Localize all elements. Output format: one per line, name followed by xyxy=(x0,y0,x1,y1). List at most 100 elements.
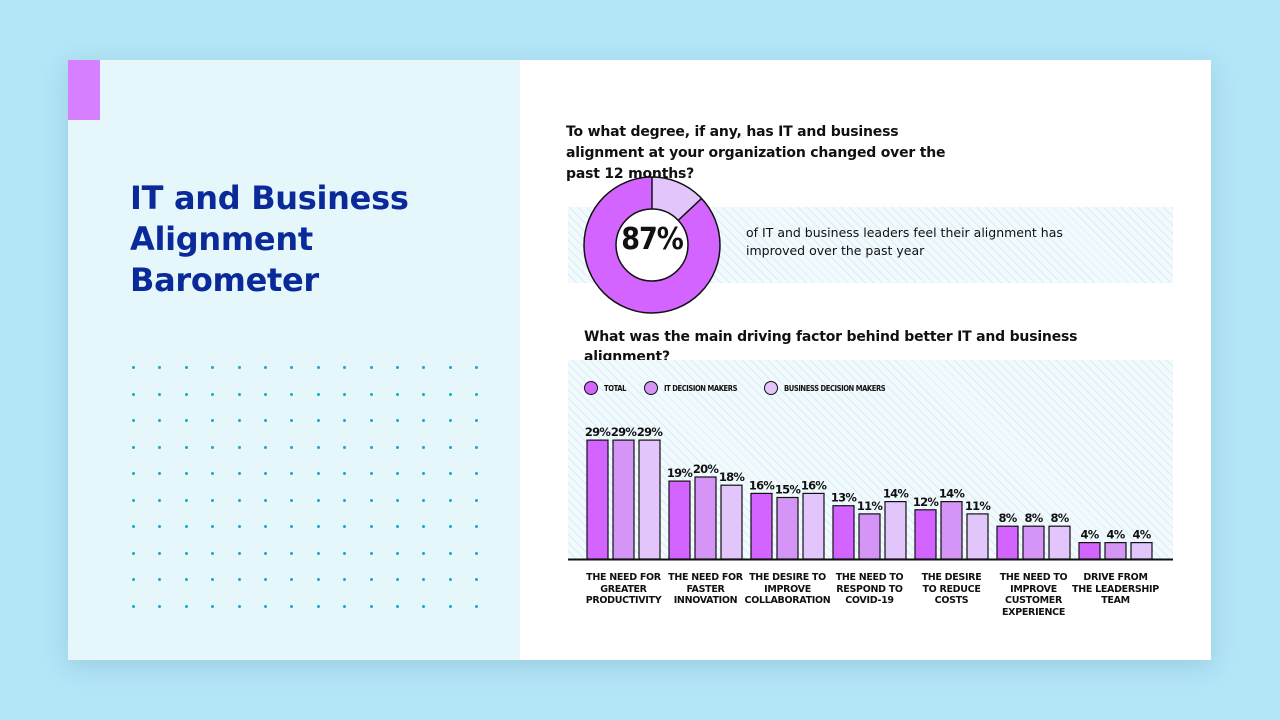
grid-dot xyxy=(264,604,267,608)
bar-value-label: 4% xyxy=(1107,528,1126,542)
grid-dot xyxy=(211,578,215,581)
grid-dot xyxy=(211,472,215,475)
category-label: THE DESIRE TO REDUCE COSTS xyxy=(907,572,997,607)
grid-dot xyxy=(158,551,162,555)
category-label-line: CUSTOMER xyxy=(1005,595,1062,606)
grid-dot xyxy=(264,366,267,369)
bar-value-label: 29% xyxy=(637,425,663,439)
category-label-line: THE NEED FOR xyxy=(586,572,661,583)
grid-dot xyxy=(132,419,135,422)
grid-dot xyxy=(158,604,162,608)
grid-dot xyxy=(264,472,267,475)
bar-value-label: 20% xyxy=(693,462,719,476)
grid-dot xyxy=(369,392,373,396)
grid-dot xyxy=(448,578,452,581)
bar xyxy=(668,480,691,560)
grid-dot xyxy=(211,525,215,528)
bar-chart: 29% 29% 29%19% 20%18%16% 15% 16%13%11%14%12%1… xyxy=(568,425,1173,561)
grid-dot xyxy=(184,551,188,555)
bar-value-label: 19% xyxy=(667,466,693,480)
grid-dot xyxy=(264,392,267,396)
grid-dot xyxy=(237,525,241,528)
category-label-line: IMPROVE xyxy=(764,583,811,595)
grid-dot xyxy=(158,472,162,475)
category-label: DRIVE FROM THE LEADERSHIP TEAM xyxy=(1071,572,1161,607)
grid-dot xyxy=(264,419,267,422)
grid-dot xyxy=(396,604,399,608)
legend-swatch-it xyxy=(643,381,658,395)
category-label-line: THE NEED FOR xyxy=(668,572,743,583)
grid-dot xyxy=(448,445,452,449)
page-title: IT and Business Alignment Barometer xyxy=(130,179,409,299)
grid-dot xyxy=(448,366,452,369)
grid-dot xyxy=(316,472,320,475)
bar xyxy=(858,513,881,560)
bar xyxy=(720,484,743,560)
grid-dot xyxy=(422,551,426,555)
grid-dot xyxy=(369,578,373,581)
grid-dot xyxy=(316,498,320,502)
bar xyxy=(586,439,609,560)
category-label-line: COVID-19 xyxy=(845,595,894,606)
grid-dot xyxy=(290,419,294,422)
grid-dot xyxy=(422,366,426,369)
grid-dot xyxy=(448,525,452,528)
grid-dot xyxy=(132,525,135,528)
category-label: THE DESIRE TO IMPROVE COLLABORATION xyxy=(743,572,833,607)
grid-dot xyxy=(422,498,426,502)
grid-dot xyxy=(396,366,399,369)
grid-dot xyxy=(448,392,452,396)
category-label-line: THE DESIRE xyxy=(921,572,982,583)
bar-value-label: 4% xyxy=(1081,528,1100,542)
category-label-line: FASTER xyxy=(686,583,725,595)
grid-dot xyxy=(184,525,188,528)
grid-dot xyxy=(448,472,452,475)
grid-dot xyxy=(475,366,479,369)
grid-dot xyxy=(475,525,479,528)
category-label-line: THE NEED TO xyxy=(999,572,1068,583)
grid-dot xyxy=(132,392,135,396)
grid-dot xyxy=(343,498,347,502)
grid-dot xyxy=(422,578,426,581)
grid-dot xyxy=(448,551,452,555)
grid-dot xyxy=(422,525,426,528)
category-label-line: COSTS xyxy=(934,595,969,606)
grid-dot xyxy=(211,551,215,555)
grid-dot xyxy=(448,498,452,502)
grid-dot xyxy=(290,498,294,502)
grid-dot xyxy=(237,578,241,581)
grid-dot xyxy=(369,604,373,608)
donut-percent-label: 87% xyxy=(621,222,684,257)
bar xyxy=(996,525,1019,560)
grid-dot xyxy=(264,445,267,449)
grid-dot xyxy=(290,551,294,555)
grid-dot xyxy=(158,578,162,581)
grid-dot xyxy=(422,604,426,608)
bar-value-label: 11% xyxy=(857,499,883,513)
bar-value-label: 8% xyxy=(999,511,1018,525)
grid-dot xyxy=(290,525,294,528)
grid-dot xyxy=(475,578,479,581)
grid-dot xyxy=(475,445,479,449)
grid-dot xyxy=(237,551,241,555)
grid-dot xyxy=(184,419,188,422)
bar-value-label: 8% xyxy=(1051,511,1070,525)
grid-dot xyxy=(237,445,241,449)
grid-dot xyxy=(422,445,426,449)
grid-dot xyxy=(369,498,373,502)
grid-dot xyxy=(290,445,294,449)
grid-dot xyxy=(158,419,162,422)
grid-dot xyxy=(396,445,399,449)
grid-dot xyxy=(343,445,347,449)
bar-value-label: 16% xyxy=(801,478,827,492)
category-label-line: GREATER xyxy=(600,583,647,595)
grid-dot xyxy=(290,604,294,608)
chart-legend: TOTAL IT DECISION MAKERS BUSINESS DECISI… xyxy=(584,380,917,396)
bar xyxy=(638,439,661,560)
grid-dot xyxy=(264,578,267,581)
category-label-line: TO REDUCE xyxy=(922,583,981,595)
grid-dot xyxy=(369,366,373,369)
grid-dot xyxy=(396,498,399,502)
grid-dot xyxy=(316,578,320,581)
grid-dot xyxy=(475,419,479,422)
